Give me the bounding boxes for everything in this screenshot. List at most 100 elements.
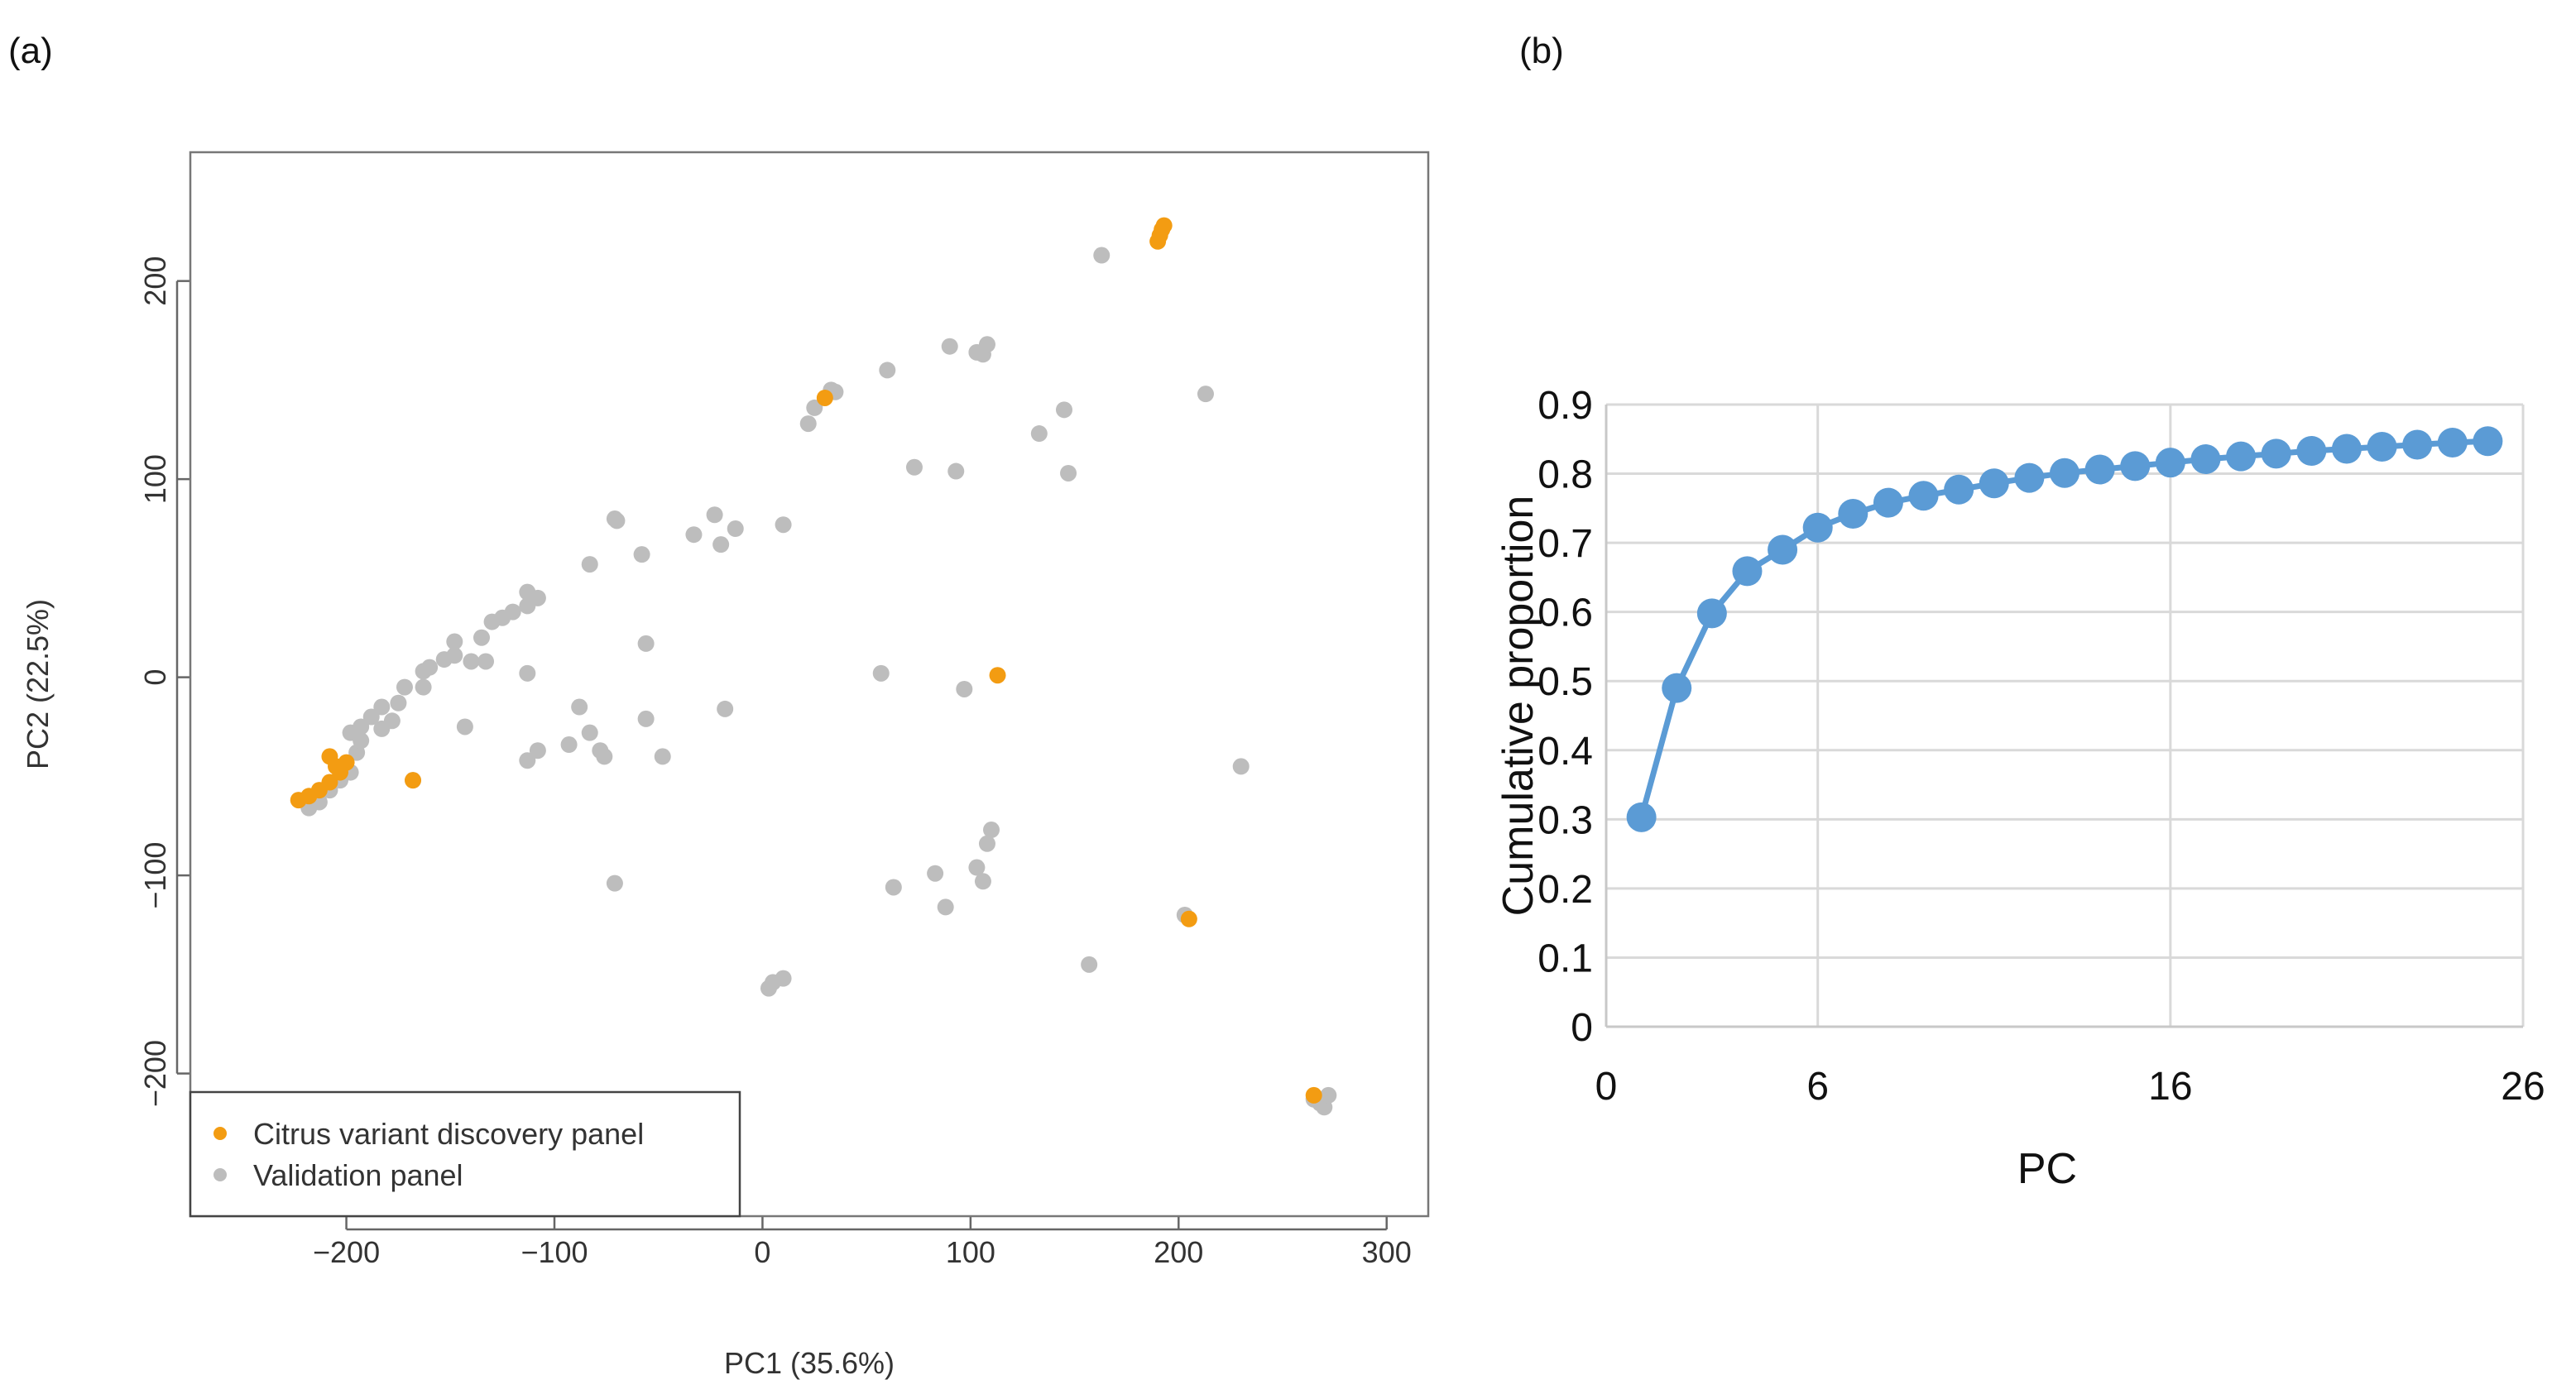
panel-a-label: (a) — [8, 31, 53, 71]
scatter-point — [983, 822, 1000, 839]
scatter-point — [396, 678, 413, 696]
line-chart-data-point — [1732, 556, 1763, 587]
scatter-point — [1056, 401, 1072, 419]
scatter-point — [477, 653, 495, 670]
scatter-point — [1060, 464, 1077, 482]
scatter-point — [390, 694, 407, 711]
line-chart-axis-ticks: 0 0.1 0.2 0.3 0.4 0.5 0.6 0.7 0.8 0.9 0 6 16 26 — [1537, 384, 2545, 1109]
scatter-point — [1320, 1086, 1337, 1104]
scatter-point — [446, 647, 463, 664]
scatter-point — [974, 873, 991, 890]
line-chart-data-point — [2190, 444, 2221, 475]
scatter-point — [947, 462, 965, 480]
line-chart-data-point — [1768, 534, 1798, 565]
scatter-point — [1030, 425, 1048, 443]
scatter-point — [816, 389, 833, 406]
scatter-axis-ticks: −200 −100 0 100 200 300 −200 −100 0 100 200 — [138, 256, 1412, 1269]
line-chart-data-point — [1696, 598, 1727, 629]
scatter-point — [321, 748, 338, 765]
line-chart-data-point — [2261, 438, 2291, 469]
scatter-point — [1081, 956, 1098, 973]
line-chart-x-tick-label: 0 — [1595, 1065, 1618, 1109]
scatter-point — [446, 633, 463, 650]
scatter-point — [473, 629, 490, 646]
scatter-y-tick-label: 100 — [138, 454, 172, 504]
line-chart-data-point — [1838, 499, 1868, 529]
scatter-point — [775, 516, 792, 534]
scatter-point — [608, 512, 626, 529]
scatter-x-tick-label: 200 — [1154, 1235, 1203, 1269]
scatter-point — [571, 698, 588, 716]
scatter-point — [1232, 758, 1250, 775]
scatter-x-tick-label: 100 — [946, 1235, 995, 1269]
scatter-series-validation — [300, 247, 1337, 1116]
line-chart-series-line — [1638, 438, 2488, 818]
line-chart-y-tick-label: 0.7 — [1537, 522, 1593, 566]
panel-b-label: (b) — [1519, 31, 1564, 71]
scatter-point — [581, 724, 598, 741]
scatter-point — [633, 546, 650, 563]
scatter-y-axis-label: PC2 (22.5%) — [21, 599, 55, 769]
scatter-point — [606, 874, 623, 892]
scatter-x-axis-label: PC1 (35.6%) — [724, 1346, 895, 1380]
scatter-x-tick-label: 300 — [1362, 1235, 1412, 1269]
scatter-point — [879, 362, 896, 379]
line-chart-series — [1626, 426, 2503, 832]
scatter-point — [927, 865, 944, 882]
scatter-y-tick-label: −100 — [138, 842, 172, 909]
scatter-x-tick-label: −200 — [313, 1235, 380, 1269]
scatter-point — [885, 879, 902, 896]
line-chart-gridlines — [1605, 403, 2525, 1028]
line-chart-y-tick-label: 0.4 — [1537, 730, 1593, 774]
cumulative-proportion-chart: 0 0.1 0.2 0.3 0.4 0.5 0.6 0.7 0.8 0.9 0 6 16 26 PC Cu… — [1494, 384, 2545, 1193]
line-chart-data-point — [2120, 451, 2151, 482]
scatter-point — [712, 536, 730, 553]
scatter-point — [806, 399, 823, 416]
line-chart-data-point — [1944, 474, 1974, 505]
scatter-point — [937, 898, 954, 916]
line-chart-y-tick-label: 0.5 — [1537, 660, 1593, 704]
legend-label-validation: Validation panel — [253, 1158, 463, 1192]
line-chart-x-tick-label: 16 — [2148, 1065, 2192, 1109]
line-chart-data-point — [2296, 435, 2327, 466]
scatter-point — [637, 635, 655, 652]
scatter-point — [504, 603, 521, 620]
line-chart-data-point — [2473, 426, 2503, 457]
scatter-points — [290, 217, 1337, 1116]
scatter-legend: Citrus variant discovery panel Validatio… — [189, 1090, 741, 1218]
line-chart-y-tick-label: 0.9 — [1537, 384, 1593, 428]
line-chart-data-point — [2437, 427, 2468, 458]
line-chart-data-point — [2084, 454, 2115, 485]
line-chart-y-axis-label: Cumulative proportion — [1494, 496, 1542, 917]
line-chart-y-tick-label: 0 — [1571, 1006, 1593, 1050]
line-chart-data-point — [2331, 434, 2362, 464]
scatter-point — [581, 556, 598, 573]
scatter-point — [373, 720, 391, 737]
scatter-point — [1197, 386, 1214, 403]
scatter-point — [560, 736, 578, 754]
scatter-point — [727, 520, 744, 538]
scatter-point — [978, 835, 995, 852]
scatter-point — [596, 748, 613, 765]
line-chart-data-point — [2050, 458, 2080, 488]
scatter-point — [362, 708, 380, 726]
line-chart-data-point — [1873, 487, 1903, 518]
scatter-point — [775, 970, 792, 987]
scatter-point — [685, 526, 703, 544]
scatter-x-tick-label: −100 — [520, 1235, 588, 1269]
scatter-point — [799, 415, 817, 433]
line-chart-data-point — [2367, 431, 2397, 462]
scatter-point — [321, 774, 338, 791]
line-chart-data-point — [2014, 462, 2045, 493]
scatter-point — [637, 710, 655, 727]
scatter-y-tick-label: 0 — [138, 669, 172, 686]
scatter-point — [872, 664, 890, 682]
scatter-point — [1093, 247, 1111, 264]
scatter-point — [1155, 217, 1173, 234]
scatter-point — [1180, 910, 1197, 927]
line-chart-y-tick-label: 0.3 — [1537, 798, 1593, 842]
scatter-point — [956, 680, 973, 697]
line-chart-data-point — [1662, 673, 1692, 703]
scatter-plot-frame — [189, 151, 1430, 1218]
